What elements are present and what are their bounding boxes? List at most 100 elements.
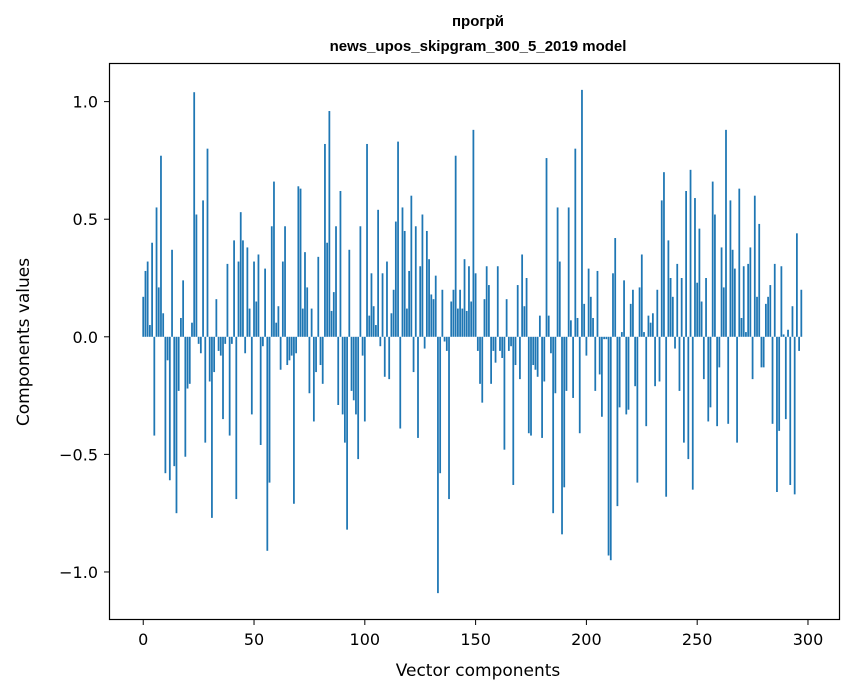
bar-13 (171, 249, 173, 337)
bar-225 (640, 254, 643, 337)
bar-75 (308, 336, 311, 394)
bar-23 (193, 92, 196, 337)
bar-174 (527, 336, 530, 434)
bar-183 (547, 315, 550, 337)
bar-145 (463, 259, 466, 337)
bar-271 (742, 266, 745, 337)
bar-289 (782, 334, 785, 337)
bar-167 (512, 336, 515, 485)
bar-144 (461, 308, 464, 337)
bar-101 (366, 143, 368, 337)
bar-65 (286, 336, 289, 366)
bar-74 (306, 287, 309, 337)
bar-178 (536, 336, 539, 377)
bar-53 (259, 336, 262, 445)
bar-86 (332, 292, 335, 337)
bar-228 (647, 315, 650, 337)
bar-2 (146, 261, 149, 337)
x-axis-label: Vector components (396, 661, 561, 681)
bar-93 (348, 249, 351, 337)
bar-259 (716, 336, 719, 427)
bar-199 (583, 303, 586, 337)
bar-104 (372, 306, 375, 337)
bar-62 (279, 336, 282, 370)
bar-94 (350, 336, 353, 391)
bar-149 (472, 129, 475, 337)
bar-67 (290, 336, 293, 356)
bar-46 (244, 336, 247, 354)
bar-115 (397, 141, 399, 337)
bar-266 (731, 249, 734, 337)
bar-60 (275, 322, 278, 337)
bar-252 (700, 301, 703, 337)
bar-207 (601, 336, 603, 417)
bar-255 (707, 336, 710, 422)
y-tick-label-4: 1.0 (73, 93, 98, 112)
bar-268 (736, 336, 738, 443)
bar-270 (740, 317, 743, 337)
bar-125 (419, 266, 422, 337)
bar-296 (798, 336, 800, 351)
bar-41 (233, 240, 235, 337)
bar-69 (295, 336, 298, 354)
bar-91 (343, 336, 346, 443)
bar-285 (773, 263, 776, 337)
bar-25 (197, 336, 200, 344)
bar-224 (638, 287, 641, 337)
bar-227 (645, 336, 648, 427)
bar-279 (760, 336, 763, 368)
bar-246 (687, 336, 690, 460)
bar-52 (257, 254, 260, 337)
bar-155 (485, 266, 488, 337)
bar-239 (671, 296, 674, 337)
bar-274 (749, 247, 752, 337)
bar-233 (658, 336, 661, 382)
bar-3 (149, 325, 151, 337)
bar-162 (501, 336, 504, 358)
bar-291 (787, 329, 789, 337)
bar-112 (390, 313, 393, 337)
bar-106 (377, 209, 379, 337)
bar-196 (576, 317, 579, 337)
bar-293 (791, 306, 794, 337)
bar-88 (337, 336, 340, 405)
bar-39 (228, 336, 231, 436)
bar-124 (417, 336, 419, 438)
bar-24 (195, 214, 198, 337)
bar-48 (248, 308, 251, 337)
bar-269 (738, 188, 741, 337)
bar-198 (581, 89, 583, 337)
bar-31 (211, 336, 213, 518)
bar-114 (394, 221, 397, 337)
bar-61 (277, 306, 280, 337)
bar-20 (186, 336, 189, 389)
bar-37 (224, 336, 227, 344)
bar-216 (620, 332, 623, 337)
bar-218 (625, 336, 628, 415)
bar-171 (521, 254, 524, 337)
bar-264 (727, 336, 730, 424)
bar-253 (702, 336, 705, 380)
bar-117 (401, 207, 404, 337)
bar-254 (705, 278, 707, 337)
bar-244 (683, 336, 685, 443)
chart-title-line-1: прогрй (452, 13, 504, 30)
bar-205 (596, 270, 599, 337)
bar-127 (423, 336, 426, 349)
y-tick-label-2: 0.0 (73, 328, 98, 347)
bar-11 (166, 336, 169, 361)
bar-152 (479, 336, 481, 384)
bar-173 (525, 278, 528, 337)
bar-111 (388, 336, 391, 380)
bar-139 (450, 301, 453, 337)
bar-164 (505, 299, 508, 337)
bar-131 (432, 299, 435, 337)
bar-283 (769, 285, 772, 337)
bar-195 (574, 148, 577, 337)
plot-frame (108, 62, 841, 621)
bar-22 (191, 322, 193, 337)
bar-97 (357, 336, 360, 460)
bar-211 (609, 336, 612, 561)
bar-263 (725, 129, 727, 337)
